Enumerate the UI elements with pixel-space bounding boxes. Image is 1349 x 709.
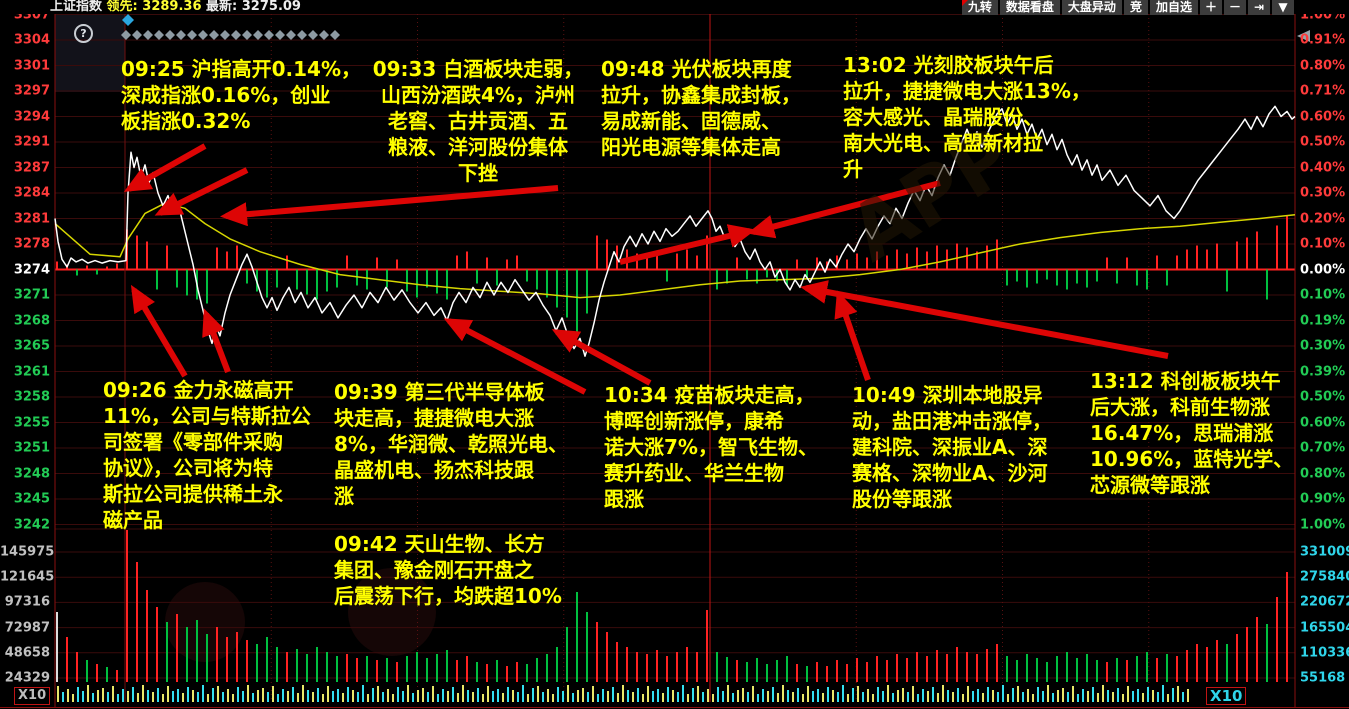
collapse-arrow-icon (1297, 30, 1310, 42)
annotation-1312: 13:12 科创板板块午 后大涨，科前生物涨 16.47%，思瑞浦涨 10.96… (1090, 369, 1294, 497)
index-name: 上证指数 (50, 0, 103, 14)
percent-axis-label: 0.91% (1300, 32, 1346, 48)
price-axis-label: 3261 (13, 364, 50, 379)
price-axis-label: 3274 (13, 262, 50, 277)
volume-axis-label: 331009 (1300, 544, 1349, 560)
price-axis-label: 3281 (13, 211, 50, 226)
tick-strip (57, 685, 1189, 702)
percent-axis-label: 1.00% (1300, 517, 1346, 532)
add-watchlist-button[interactable]: 加自选 (1149, 0, 1198, 15)
percent-axis-label: 0.10% (1300, 236, 1346, 252)
volume-axis-label: 145975 (0, 544, 55, 560)
annotation-0933: 09:33 白酒板块走弱， 山西汾酒跌4%，泸州 老窖、古井贡酒、五 粮液、洋河… (372, 57, 584, 185)
dropdown-button[interactable]: ▼ (1272, 0, 1294, 15)
price-axis-label: 3301 (13, 58, 50, 73)
annotation-0942: 09:42 天山生物、长方 集团、豫金刚石开盘之 后震荡下行，均跌超10% (334, 532, 562, 608)
jump-to-end-button[interactable]: ⇥ (1248, 0, 1270, 15)
percent-axis-label: 0.30% (1300, 185, 1346, 201)
volume-axis-label: 48658 (4, 645, 50, 661)
volume-axis-label: 220672 (1300, 594, 1349, 610)
price-axis-label: 3291 (13, 134, 50, 150)
price-axis-label: 3255 (13, 415, 50, 430)
volume-axis-label: 72987 (4, 620, 50, 636)
annotation-0939: 09:39 第三代半导体板 块走高，捷捷微电大涨 8%，华润微、乾照光电、 晶盛… (334, 380, 568, 508)
data-view-button[interactable]: 数据看盘 (999, 0, 1060, 15)
bid-button[interactable]: 竞 (1123, 0, 1148, 15)
price-axis-label: 3294 (13, 109, 50, 124)
volume-bars (56, 530, 1288, 682)
percent-axis-label: 0.90% (1300, 491, 1346, 507)
volume-axis-label: 275840 (1300, 569, 1349, 585)
price-axis-label: 3287 (13, 160, 50, 175)
percent-axis-label: 0.80% (1300, 466, 1346, 481)
percent-axis-label: 0.70% (1300, 440, 1346, 456)
volume-axis-label: 97316 (4, 594, 50, 610)
volume-axis-label: 110336 (1300, 645, 1349, 661)
price-axis-label: 3248 (13, 466, 50, 481)
percent-axis-label: 0.60% (1300, 109, 1346, 124)
nine-turn-button[interactable]: 九转 (961, 0, 998, 15)
price-axis-label: 3278 (13, 236, 50, 252)
percent-axis-label: 0.00% (1300, 262, 1346, 277)
annotation-0926: 09:26 金力永磁高开 11%，公司与特斯拉公 司签署《零部件采购 协议》，公… (103, 378, 311, 532)
zoom-out-button[interactable]: － (1223, 0, 1246, 15)
price-axis-label: 3271 (13, 287, 50, 303)
price-axis-label: 3265 (13, 338, 50, 354)
price-axis-label: 3242 (13, 517, 50, 532)
price-axis-label: 3245 (13, 491, 50, 507)
volume-axis-label: 165504 (1300, 620, 1349, 636)
price-axis-label: 3297 (13, 83, 50, 99)
percent-axis-label: 0.50% (1300, 134, 1346, 150)
annotation-1049: 10:49 深圳本地股异 动，盐田港冲击涨停， 建科院、深振业A、深 赛格、深物… (852, 383, 1052, 511)
percent-axis-label: 0.60% (1300, 415, 1346, 430)
zoom-in-button[interactable]: ＋ (1199, 0, 1222, 15)
annotation-1034: 10:34 疫苗板块走高， 博晖创新涨停，康希 诺大涨7%，智飞生物、 赛升药业… (604, 383, 818, 511)
annotation-0925: 09:25 沪指高开0.14%， 深成指涨0.16%，创业 板指涨0.32% (121, 57, 362, 133)
last-label: 最新: (206, 0, 238, 14)
help-icon[interactable]: ? (74, 24, 93, 43)
annotation-1302: 13:02 光刻胶板块午后 拉升，捷捷微电大涨13%， 容大感光、晶瑞股份、 南… (843, 53, 1091, 181)
left-volume-multiplier: X10 (14, 687, 51, 705)
price-axis-label: 3258 (13, 389, 50, 405)
lead-value: 3289.36 (142, 0, 202, 14)
right-volume-multiplier: X10 (1206, 687, 1247, 705)
price-axis-label: 3284 (13, 185, 50, 201)
price-axis-label: 3251 (13, 440, 50, 456)
percent-axis-label: 0.80% (1300, 58, 1346, 73)
percent-axis-label: 0.19% (1300, 313, 1346, 328)
price-axis-label: 3304 (13, 32, 50, 48)
price-axis-label: 3268 (13, 313, 50, 328)
annotation-0948: 09:48 光伏板块再度 拉升，协鑫集成封板， 易成新能、固德威、 阳光电源等集… (601, 57, 801, 159)
volume-axis-label: 55168 (1300, 670, 1346, 686)
index-title: 上证指数 领先: 3289.36 最新: 3275.09 (50, 0, 301, 14)
percent-axis-label: 0.20% (1300, 211, 1346, 226)
market-move-button[interactable]: 大盘异动 (1061, 0, 1122, 15)
nine-turn-diamond-markers (121, 14, 1310, 42)
volume-axis-label: 121645 (0, 569, 55, 585)
percent-axis-label: 0.40% (1300, 160, 1346, 175)
percent-axis-label: 0.71% (1300, 83, 1346, 99)
last-value: 3275.09 (241, 0, 301, 14)
price-line (54, 105, 1296, 357)
percent-axis-label: 0.50% (1300, 389, 1346, 405)
lead-label: 领先: (106, 0, 138, 14)
annotation-arrows (123, 143, 1169, 395)
percent-axis-label: 0.10% (1300, 287, 1346, 303)
percent-axis-label: 0.39% (1300, 364, 1346, 379)
volume-axis-label: 24329 (4, 670, 50, 686)
toolbar: 九转 数据看盘 大盘异动 竞 加自选 ＋ － ⇥ ▼ (961, 0, 1294, 15)
percent-axis-label: 0.30% (1300, 338, 1346, 354)
